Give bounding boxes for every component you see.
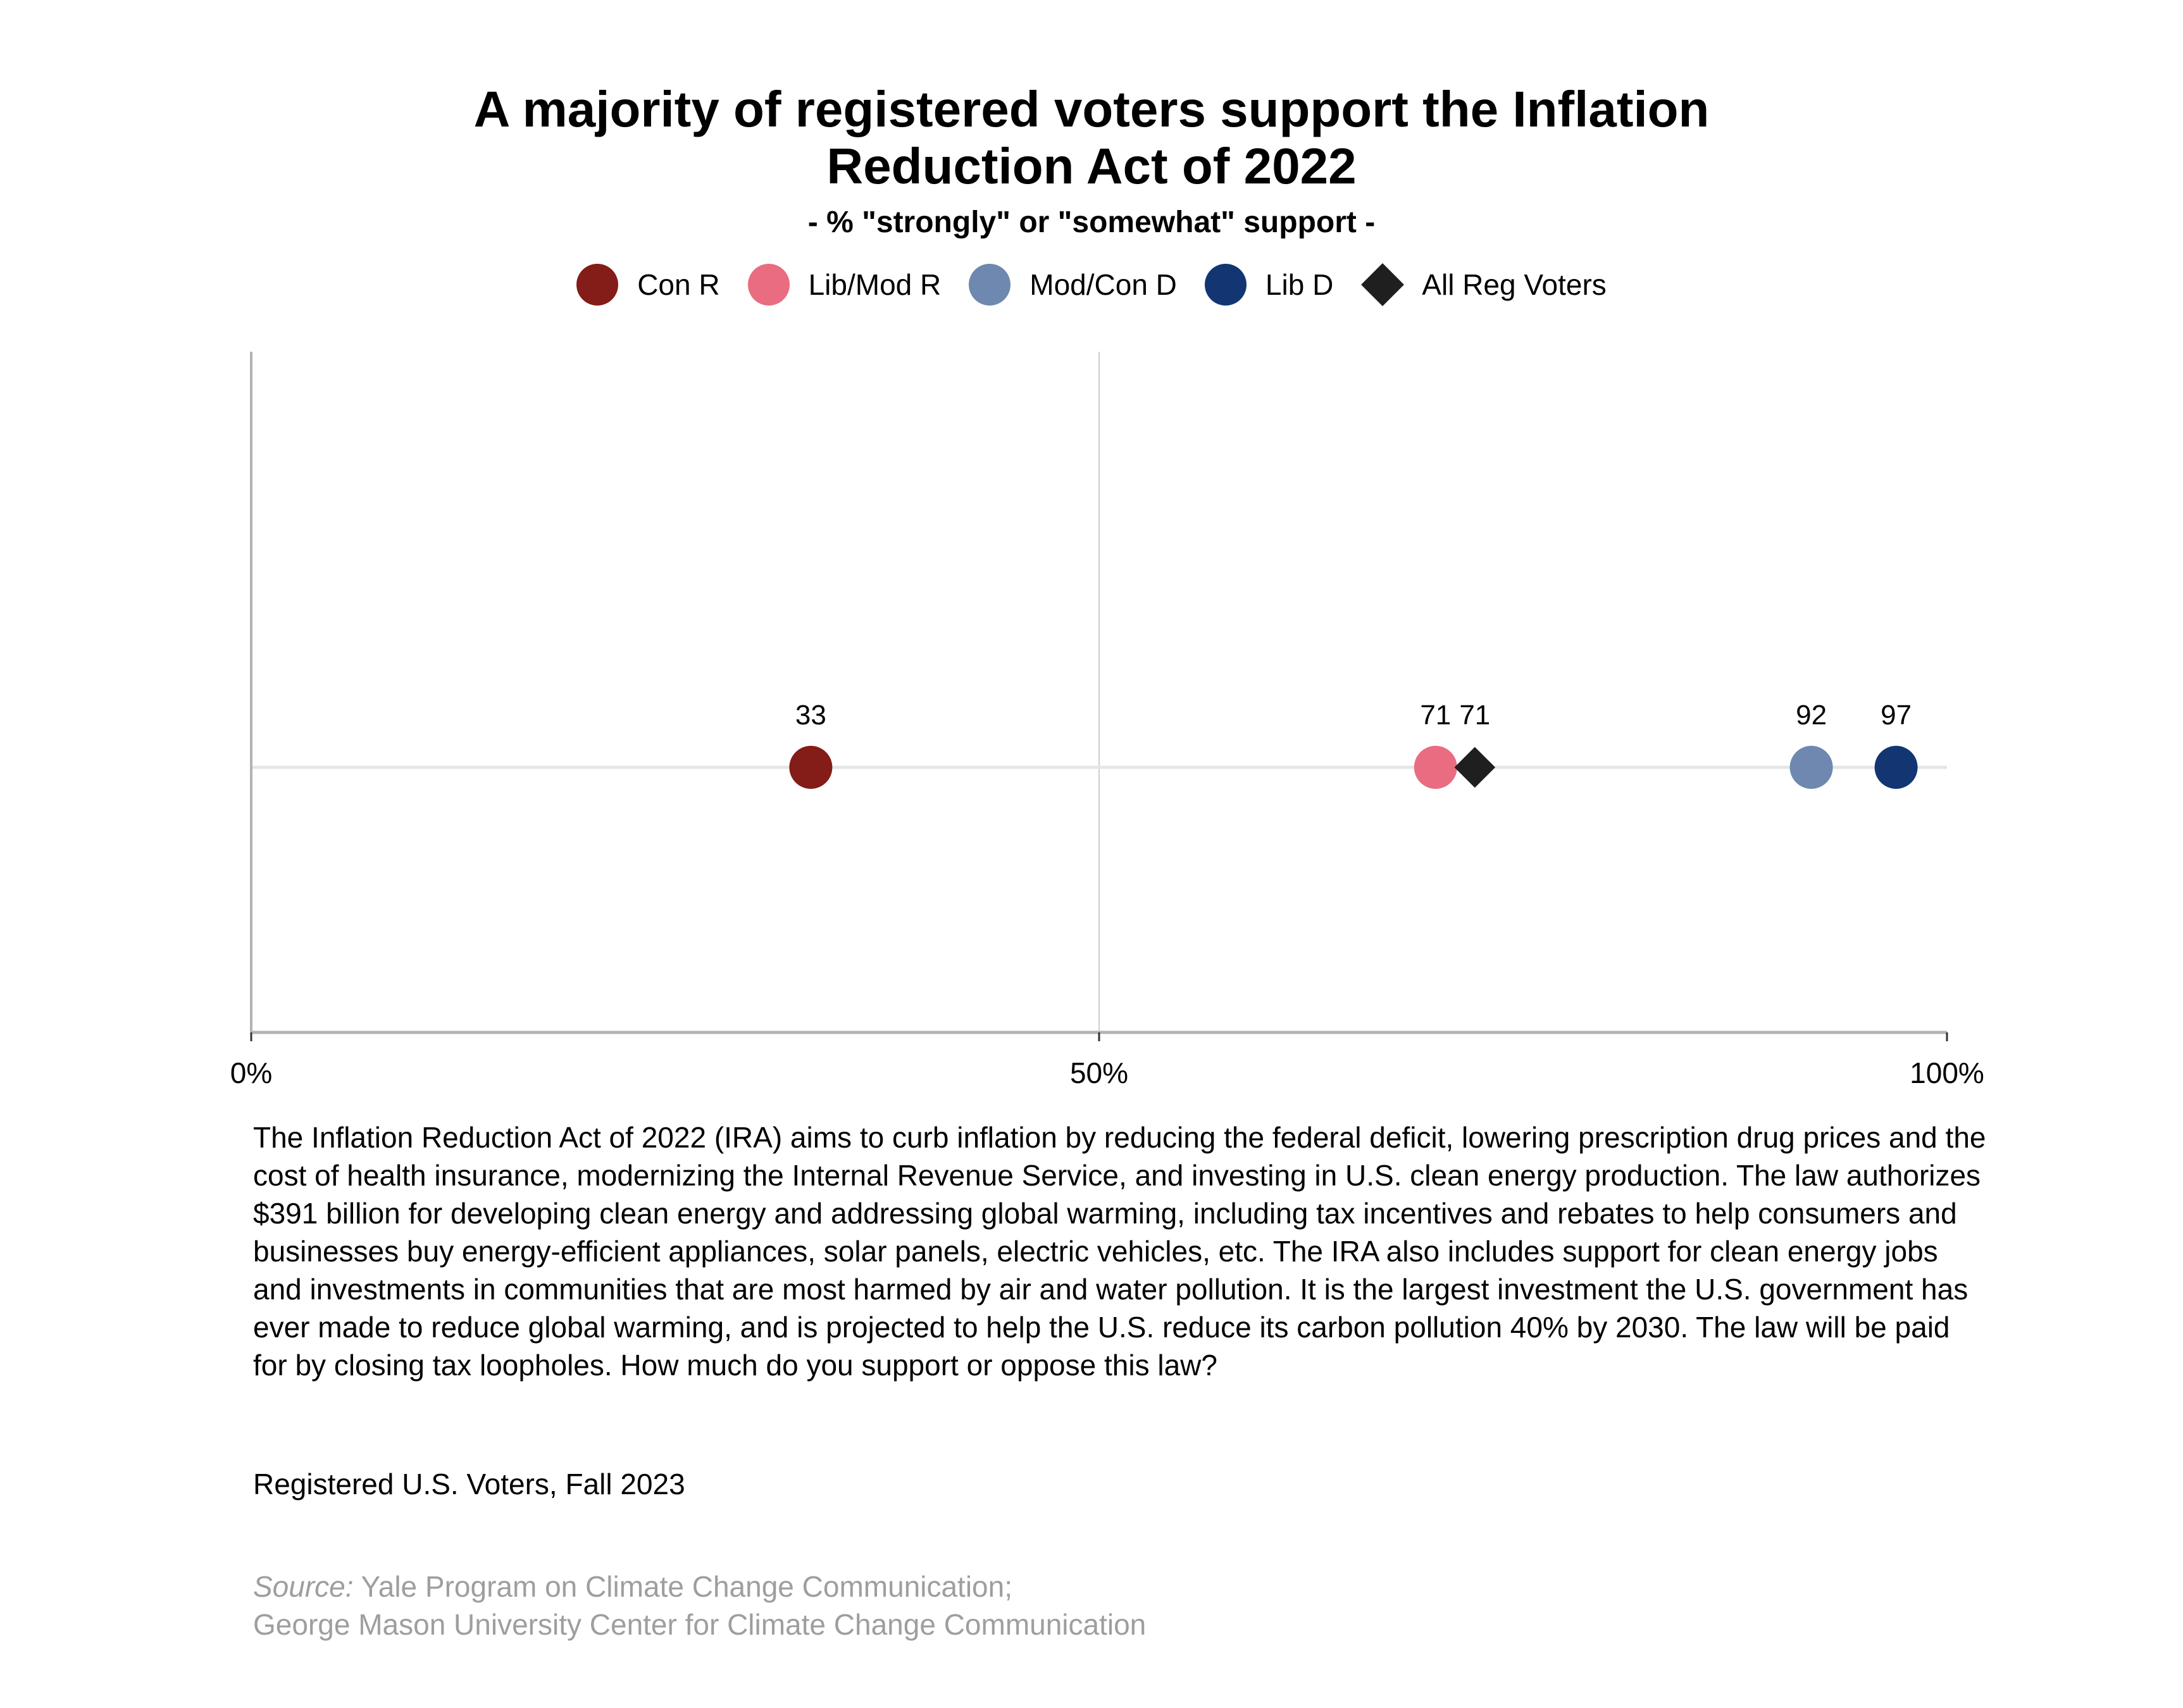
legend-item-con-r: Con R [576,264,720,306]
marker-all-reg-voters [1454,746,1496,788]
legend-circle-icon [576,264,619,306]
legend-circle-icon [1204,264,1247,306]
data-label-mod-con-d: 92 [1796,700,1827,731]
x-tick-label: 0% [230,1056,272,1089]
source-line-2: George Mason University Center for Clima… [253,1608,1147,1641]
data-label-lib-d: 97 [1881,700,1912,731]
legend-circle-icon [969,264,1011,306]
legend-label: Lib D [1265,268,1334,301]
legend-label: Lib/Mod R [808,268,942,301]
legend-label: All Reg Voters [1422,268,1607,301]
legend: Con R Lib/Mod R Mod/Con D Lib D All Reg … [0,261,2183,309]
legend-item-lib-mod-r: Lib/Mod R [747,264,942,306]
question-text: The Inflation Reduction Act of 2022 (IRA… [253,1121,1986,1382]
marker-lib-mod-r [1414,746,1457,789]
data-label-all-reg-voters: 71 [1459,700,1490,731]
chart-title-line-2: Reduction Act of 2022 [826,138,1357,194]
legend-label: Con R [637,268,720,301]
legend-item-mod-con-d: Mod/Con D [969,264,1177,306]
source-prefix: Source: [253,1570,354,1603]
legend-item-all-reg-voters: All Reg Voters [1361,263,1607,306]
source-line-1: Yale Program on Climate Change Communica… [353,1570,1012,1603]
legend-label: Mod/Con D [1029,268,1177,301]
data-label-lib-mod-r: 71 [1420,700,1451,731]
legend-item-lib-d: Lib D [1204,264,1334,306]
sample-description: Registered U.S. Voters, Fall 2023 [253,1468,685,1501]
x-tick-label: 100% [1910,1056,1984,1089]
marker-mod-con-d [1789,746,1833,789]
legend-circle-icon [747,264,790,306]
marker-lib-d [1874,746,1918,789]
chart-title: A majority of registered voters support … [0,81,2183,195]
x-tick-label: 50% [1070,1056,1128,1089]
dot-plot: 0% 50% 100% 33 71 71 92 97 [230,352,1984,1089]
marker-con-r [789,746,833,789]
data-label-con-r: 33 [795,700,826,731]
chart-subtitle: - % "strongly" or "somewhat" support - [807,206,1376,239]
chart-title-line-1: A majority of registered voters support … [473,81,1710,137]
source-note: Source: Yale Program on Climate Change C… [253,1568,1146,1643]
